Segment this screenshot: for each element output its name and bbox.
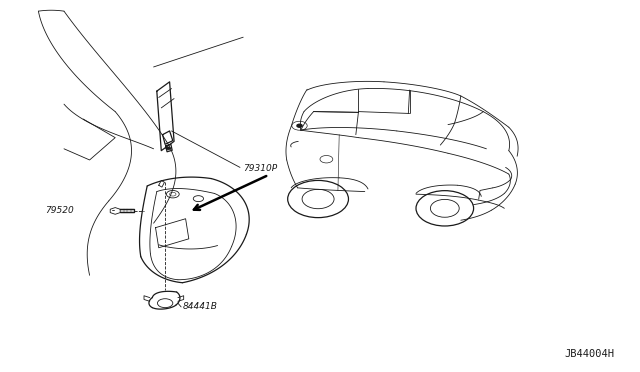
Circle shape (297, 124, 302, 127)
Text: 79310P: 79310P (243, 164, 277, 173)
Text: 84441B: 84441B (182, 302, 217, 311)
Circle shape (166, 147, 171, 150)
Text: 79520: 79520 (45, 206, 74, 215)
Text: JB44004H: JB44004H (564, 349, 614, 359)
